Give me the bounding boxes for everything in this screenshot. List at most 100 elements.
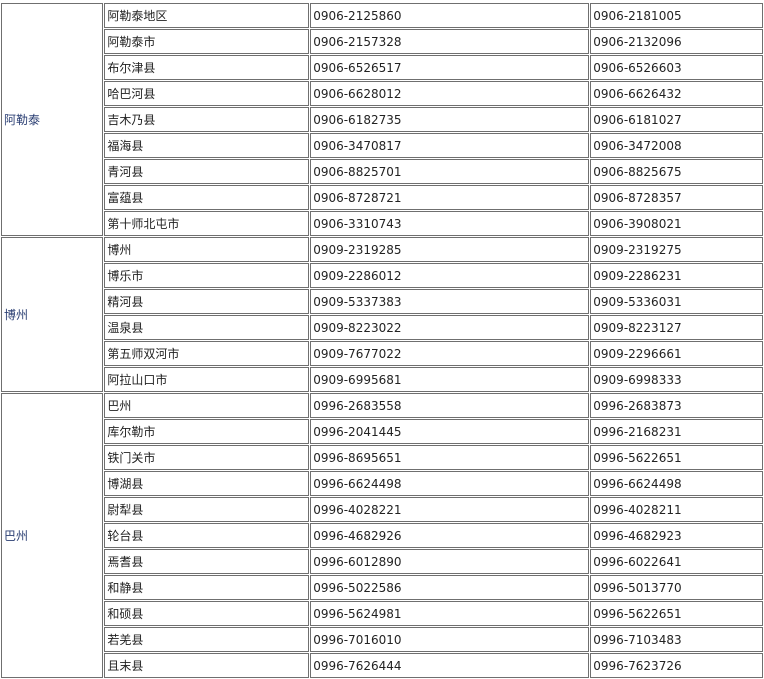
table-row: 和硕县 0996-5624981 0996-5622651 <box>1 601 763 626</box>
county-cell: 精河县 <box>104 289 310 314</box>
table-row: 和静县 0996-5022586 0996-5013770 <box>1 575 763 600</box>
table-row: 铁门关市 0996-8695651 0996-5622651 <box>1 445 763 470</box>
table-row: 第十师北屯市 0906-3310743 0906-3908021 <box>1 211 763 236</box>
phone-cell: 0909-6998333 <box>590 367 763 392</box>
county-cell: 福海县 <box>104 133 310 158</box>
county-cell: 温泉县 <box>104 315 310 340</box>
table-row: 第五师双河市 0909-7677022 0909-2296661 <box>1 341 763 366</box>
county-cell: 青河县 <box>104 159 310 184</box>
table-row: 阿勒泰市 0906-2157328 0906-2132096 <box>1 29 763 54</box>
phone-cell: 0909-2296661 <box>590 341 763 366</box>
phone-cell: 0906-3908021 <box>590 211 763 236</box>
phone-cell: 0996-2683873 <box>590 393 763 418</box>
county-cell: 博湖县 <box>104 471 310 496</box>
table-row: 富蕴县 0906-8728721 0906-8728357 <box>1 185 763 210</box>
region-cell: 博州 <box>1 237 104 392</box>
county-cell: 阿勒泰市 <box>104 29 310 54</box>
phone-cell: 0909-5337383 <box>310 289 590 314</box>
phone-cell: 0996-5022586 <box>310 575 590 600</box>
table-row: 博湖县 0996-6624498 0996-6624498 <box>1 471 763 496</box>
county-cell: 和硕县 <box>104 601 310 626</box>
county-cell: 哈巴河县 <box>104 81 310 106</box>
phone-cell: 0906-6182735 <box>310 107 590 132</box>
phone-cell: 0909-2319275 <box>590 237 763 262</box>
phone-cell: 0906-2181005 <box>590 3 763 28</box>
table-row: 且末县 0996-7626444 0996-7623726 <box>1 653 763 678</box>
phone-cell: 0909-8223022 <box>310 315 590 340</box>
phone-cell: 0906-6526517 <box>310 55 590 80</box>
phone-cell: 0906-2125860 <box>310 3 590 28</box>
county-cell: 尉犁县 <box>104 497 310 522</box>
phone-cell: 0996-6624498 <box>590 471 763 496</box>
phone-cell: 0996-5013770 <box>590 575 763 600</box>
phone-cell: 0906-3470817 <box>310 133 590 158</box>
phone-cell: 0906-3310743 <box>310 211 590 236</box>
table-row: 若羌县 0996-7016010 0996-7103483 <box>1 627 763 652</box>
table-row: 福海县 0906-3470817 0906-3472008 <box>1 133 763 158</box>
county-cell: 若羌县 <box>104 627 310 652</box>
county-cell: 富蕴县 <box>104 185 310 210</box>
phone-cell: 0909-5336031 <box>590 289 763 314</box>
phone-cell: 0996-7623726 <box>590 653 763 678</box>
phone-cell: 0909-2286231 <box>590 263 763 288</box>
phone-cell: 0996-2041445 <box>310 419 590 444</box>
county-cell: 焉耆县 <box>104 549 310 574</box>
phone-cell: 0996-4682926 <box>310 523 590 548</box>
county-cell: 铁门关市 <box>104 445 310 470</box>
phone-cell: 0909-8223127 <box>590 315 763 340</box>
phone-cell: 0906-6526603 <box>590 55 763 80</box>
county-cell: 阿勒泰地区 <box>104 3 310 28</box>
phone-cell: 0906-6626432 <box>590 81 763 106</box>
phone-cell: 0906-2132096 <box>590 29 763 54</box>
county-cell: 第五师双河市 <box>104 341 310 366</box>
table-row: 阿拉山口市 0909-6995681 0909-6998333 <box>1 367 763 392</box>
page: 阿勒泰 阿勒泰地区 0906-2125860 0906-2181005 阿勒泰市 0906… <box>1 3 763 678</box>
county-cell: 博乐市 <box>104 263 310 288</box>
phone-cell: 0909-2319285 <box>310 237 590 262</box>
table-row: 青河县 0906-8825701 0906-8825675 <box>1 159 763 184</box>
table-row: 博州 博州 0909-2319285 0909-2319275 <box>1 237 763 392</box>
phone-cell: 0996-8695651 <box>310 445 590 470</box>
table-row: 尉犁县 0996-4028221 0996-4028211 <box>1 497 763 522</box>
table-row: 焉耆县 0996-6012890 0996-6022641 <box>1 549 763 574</box>
phone-cell: 0996-6624498 <box>310 471 590 496</box>
county-cell: 轮台县 <box>104 523 310 548</box>
county-cell: 吉木乃县 <box>104 107 310 132</box>
table-row: 巴州 巴州 0996-2683558 0996-2683873 <box>1 393 763 678</box>
table-row: 博乐市 0909-2286012 0909-2286231 <box>1 263 763 288</box>
phone-cell: 0906-8825675 <box>590 159 763 184</box>
phone-cell: 0996-4682923 <box>590 523 763 548</box>
phone-cell: 0906-8728357 <box>590 185 763 210</box>
phone-cell: 0996-7016010 <box>310 627 590 652</box>
phone-cell: 0906-2157328 <box>310 29 590 54</box>
county-cell: 布尔津县 <box>104 55 310 80</box>
phone-cell: 0996-4028211 <box>590 497 763 522</box>
phone-cell: 0996-5624981 <box>310 601 590 626</box>
phone-cell: 0906-8728721 <box>310 185 590 210</box>
phone-cell: 0909-2286012 <box>310 263 590 288</box>
phone-cell: 0996-6022641 <box>590 549 763 574</box>
phone-cell: 0996-4028221 <box>310 497 590 522</box>
county-cell: 和静县 <box>104 575 310 600</box>
county-cell: 阿拉山口市 <box>104 367 310 392</box>
table-row: 轮台县 0996-4682926 0996-4682923 <box>1 523 763 548</box>
table-row: 布尔津县 0906-6526517 0906-6526603 <box>1 55 763 80</box>
phone-cell: 0906-6181027 <box>590 107 763 132</box>
table-row: 温泉县 0909-8223022 0909-8223127 <box>1 315 763 340</box>
phone-cell: 0906-6628012 <box>310 81 590 106</box>
county-cell: 第十师北屯市 <box>104 211 310 236</box>
phone-cell: 0996-6012890 <box>310 549 590 574</box>
county-cell: 博州 <box>104 237 310 262</box>
phone-cell: 0909-7677022 <box>310 341 590 366</box>
table-row: 精河县 0909-5337383 0909-5336031 <box>1 289 763 314</box>
phone-cell: 0996-2683558 <box>310 393 590 418</box>
phone-cell: 0996-2168231 <box>590 419 763 444</box>
table-row: 吉木乃县 0906-6182735 0906-6181027 <box>1 107 763 132</box>
phone-cell: 0996-5622651 <box>590 601 763 626</box>
phone-cell: 0906-8825701 <box>310 159 590 184</box>
region-cell: 巴州 <box>1 393 104 678</box>
phone-cell: 0996-7103483 <box>590 627 763 652</box>
table-row: 哈巴河县 0906-6628012 0906-6626432 <box>1 81 763 106</box>
county-cell: 巴州 <box>104 393 310 418</box>
